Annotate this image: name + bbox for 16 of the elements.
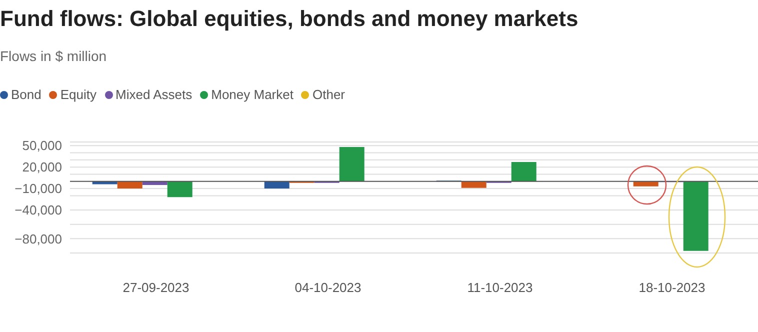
y-tick-label: −40,000 bbox=[14, 202, 62, 218]
legend-label: Bond bbox=[10, 87, 42, 102]
y-tick-label: −80,000 bbox=[14, 231, 62, 246]
x-tick-label: 04-10-2023 bbox=[294, 280, 362, 296]
legend-label: Equity bbox=[59, 87, 97, 102]
legend-label: Other bbox=[311, 87, 345, 102]
y-tick-label: 50,000 bbox=[22, 138, 62, 154]
x-tick-label: 18-10-2023 bbox=[638, 280, 706, 296]
legend-label: Money Market bbox=[210, 87, 294, 102]
x-tick-label: 27-09-2023 bbox=[122, 280, 190, 296]
y-tick-label: 20,000 bbox=[22, 160, 62, 175]
y-tick-label: −10,000 bbox=[14, 181, 62, 196]
chart-title: Fund flows: Global equities, bonds and money markets bbox=[0, 6, 578, 32]
x-tick-label: 11-10-2023 bbox=[467, 280, 533, 296]
chart-subtitle: Flows in $ million bbox=[0, 48, 107, 64]
legend-label: Mixed Assets bbox=[114, 87, 192, 102]
